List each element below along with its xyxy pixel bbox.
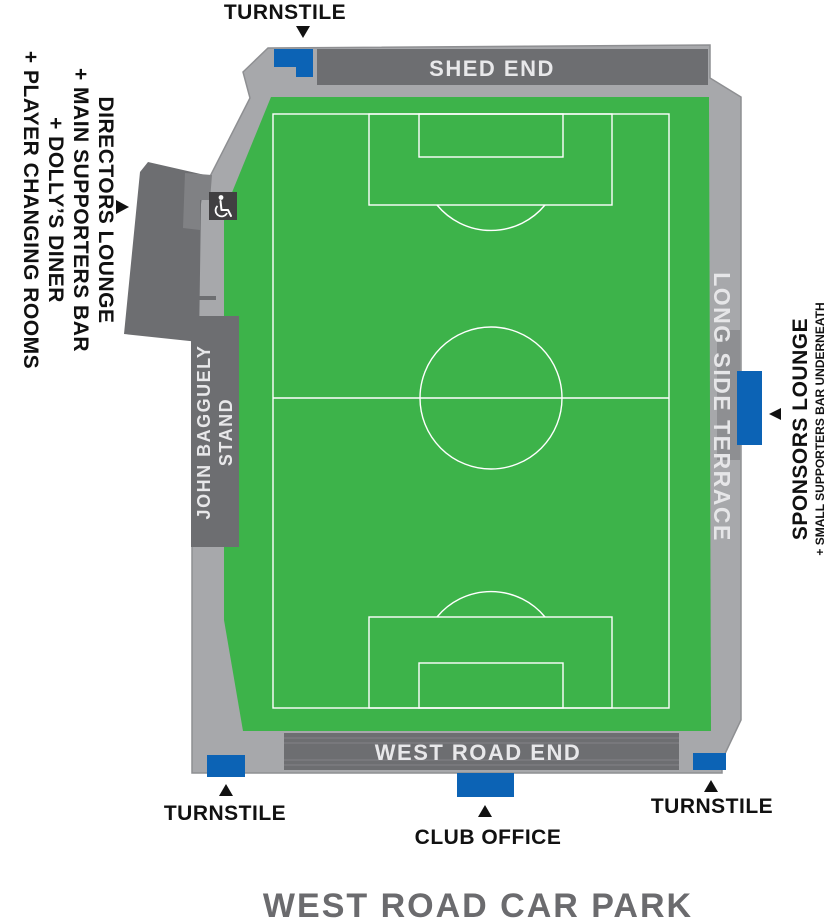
directors-line-3: + DOLLY’S DINER	[44, 117, 67, 303]
sponsors-lounge-label: SPONSORS LOUNGE	[789, 318, 812, 540]
turnstile-southwest-label: TURNSTILE	[164, 802, 286, 825]
directors-line-1: DIRECTORS LOUNGE	[94, 97, 117, 324]
shed-end-label: SHED END	[429, 56, 555, 81]
turnstile-north-marker-icon	[296, 26, 310, 38]
pitch	[224, 97, 711, 731]
club-office-label: CLUB OFFICE	[415, 826, 562, 849]
sponsors-building	[717, 330, 740, 460]
penalty-arc-south	[436, 590, 546, 618]
directors-ledge	[196, 296, 216, 300]
goal-area-south	[418, 662, 564, 709]
turnstile-southwest-block	[207, 755, 245, 777]
turnstile-southeast-block	[693, 753, 726, 770]
goal-area-north	[418, 113, 564, 158]
west-road-end-label: WEST ROAD END	[375, 740, 582, 765]
club-office-block	[457, 773, 514, 797]
directors-line-2: + MAIN SUPPORTERS BAR	[69, 68, 92, 352]
wheelchair-icon	[209, 192, 237, 220]
directors-line-4: + PLAYER CHANGING ROOMS	[19, 51, 42, 369]
sponsors-lounge-block	[737, 371, 762, 445]
west-road-end-steps	[284, 737, 679, 766]
john-bagguely-label-1: JOHN BAGGUELY	[194, 345, 214, 520]
directors-building-annex	[183, 173, 212, 230]
pitch-markings	[272, 113, 670, 709]
sponsors-marker-icon	[769, 408, 781, 420]
shed-end-stand	[317, 49, 708, 85]
centre-circle	[419, 326, 563, 470]
west-road-end-stand	[284, 733, 679, 770]
long-side-terrace-label: LONG SIDE TERRACE	[709, 272, 735, 542]
turnstile-southwest-marker-icon	[219, 784, 233, 796]
john-bagguely-stand	[191, 316, 239, 547]
car-park-label: WEST ROAD CAR PARK	[263, 887, 693, 922]
turnstile-southeast-marker-icon	[704, 780, 718, 792]
turnstile-north-label: TURNSTILE	[224, 1, 346, 24]
sponsors-sub-label: + SMALL SUPPORTERS BAR UNDERNEATH	[813, 302, 827, 555]
club-office-marker-icon	[478, 805, 492, 817]
penalty-arc-north	[436, 204, 546, 232]
turnstile-southeast-label: TURNSTILE	[651, 795, 773, 818]
turnstile-north-block	[274, 49, 313, 77]
directors-marker-icon	[116, 200, 129, 214]
john-bagguely-label-2: STAND	[216, 398, 236, 466]
